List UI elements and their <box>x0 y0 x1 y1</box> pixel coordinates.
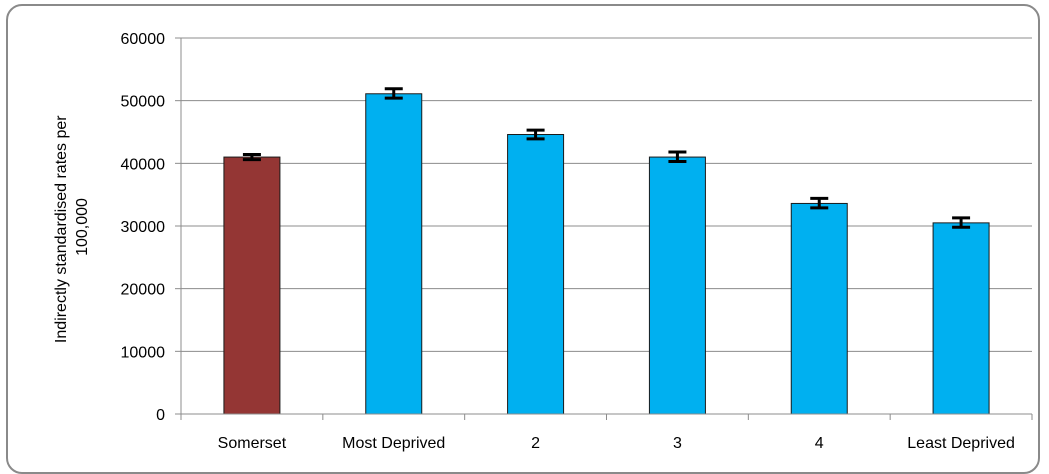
error-bars <box>242 87 971 229</box>
x-tick-label: Most Deprived <box>342 435 445 452</box>
bars <box>223 93 990 415</box>
bar-4 <box>790 202 848 415</box>
x-tick-label: 2 <box>531 435 540 452</box>
bar-most-deprived <box>365 93 423 415</box>
gridlines <box>181 37 1032 352</box>
x-tick-label: Somerset <box>218 435 287 452</box>
x-tick-label: Least Deprived <box>907 435 1015 452</box>
bar-least-deprived <box>932 222 990 415</box>
y-tick-label: 50000 <box>121 94 166 111</box>
y-tick-label: 60000 <box>121 31 166 48</box>
y-axis-title: Indirectly standardised rates per 100,00… <box>53 111 91 343</box>
x-tick-label: 3 <box>673 435 682 452</box>
bar-somerset <box>223 156 281 415</box>
bar-chart: 0 10000 20000 30000 40000 50000 60000 Somerset M… <box>53 31 1033 452</box>
tick-labels: 0 10000 20000 30000 40000 50000 60000 Somerset M… <box>121 31 1015 452</box>
y-tick-label: 40000 <box>121 156 166 173</box>
y-tick-label: 30000 <box>121 219 166 236</box>
y-tick-label: 0 <box>156 407 165 424</box>
y-axis-title-line-1: Indirectly standardised rates per <box>53 115 70 343</box>
bar-3 <box>648 156 706 415</box>
x-tick-label: 4 <box>815 435 824 452</box>
y-tick-label: 20000 <box>121 282 166 299</box>
axes <box>175 37 1033 420</box>
bar-2 <box>507 134 565 415</box>
y-tick-label: 10000 <box>121 344 166 361</box>
y-axis-title-line-2: 100,000 <box>74 198 91 256</box>
